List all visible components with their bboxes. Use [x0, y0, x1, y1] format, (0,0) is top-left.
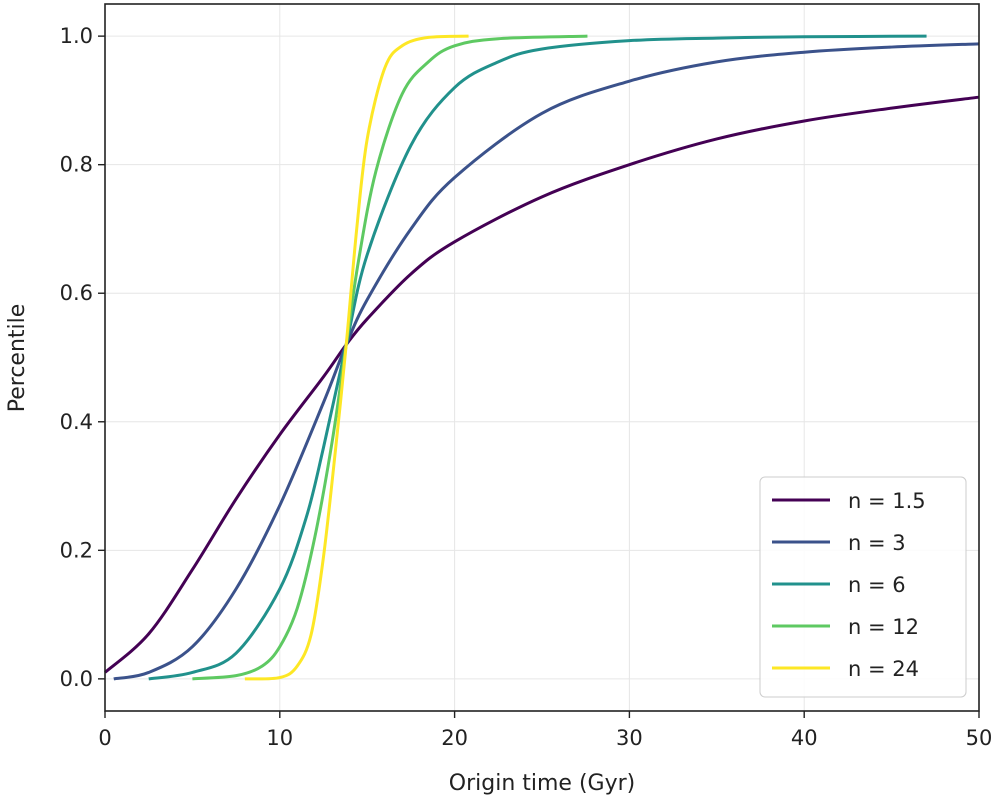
legend-label: n = 1.5 [848, 489, 926, 513]
legend: n = 1.5 n = 3 n = 6 n = 12 n = 24 [759, 476, 967, 698]
series-line-n-3 [113, 42, 980, 681]
y-tick-label: 1.0 [60, 24, 93, 48]
legend-label: n = 24 [848, 657, 919, 681]
legend-box [759, 476, 967, 698]
x-tick-label: 30 [616, 726, 643, 750]
x-tick-label: 10 [266, 726, 293, 750]
x-tick-label: 50 [966, 726, 993, 750]
y-tick-label: 0.2 [60, 538, 93, 562]
ticks: 0 10 20 30 40 50 0.0 0.2 0.4 0.6 0.8 1.0 [60, 24, 993, 750]
legend-label: n = 3 [848, 531, 906, 555]
series-line-n-1-5 [104, 95, 980, 674]
y-tick-label: 0.8 [60, 153, 93, 177]
y-tick-label: 0.0 [60, 667, 93, 691]
x-axis-label: Origin time (Gyr) [449, 771, 635, 796]
series-lines [104, 34, 980, 681]
y-axis-label: Percentile [5, 304, 30, 413]
legend-label: n = 6 [848, 573, 906, 597]
y-tick-label: 0.6 [60, 281, 93, 305]
series-line-n-6 [148, 34, 927, 681]
axes-frame [104, 3, 980, 712]
series-line-n-24 [244, 34, 469, 681]
y-tick-label: 0.4 [60, 410, 93, 434]
series-line-n-12 [192, 34, 588, 681]
x-tick-label: 0 [98, 726, 111, 750]
x-tick-label: 20 [441, 726, 468, 750]
x-tick-label: 40 [791, 726, 818, 750]
legend-label: n = 12 [848, 615, 919, 639]
